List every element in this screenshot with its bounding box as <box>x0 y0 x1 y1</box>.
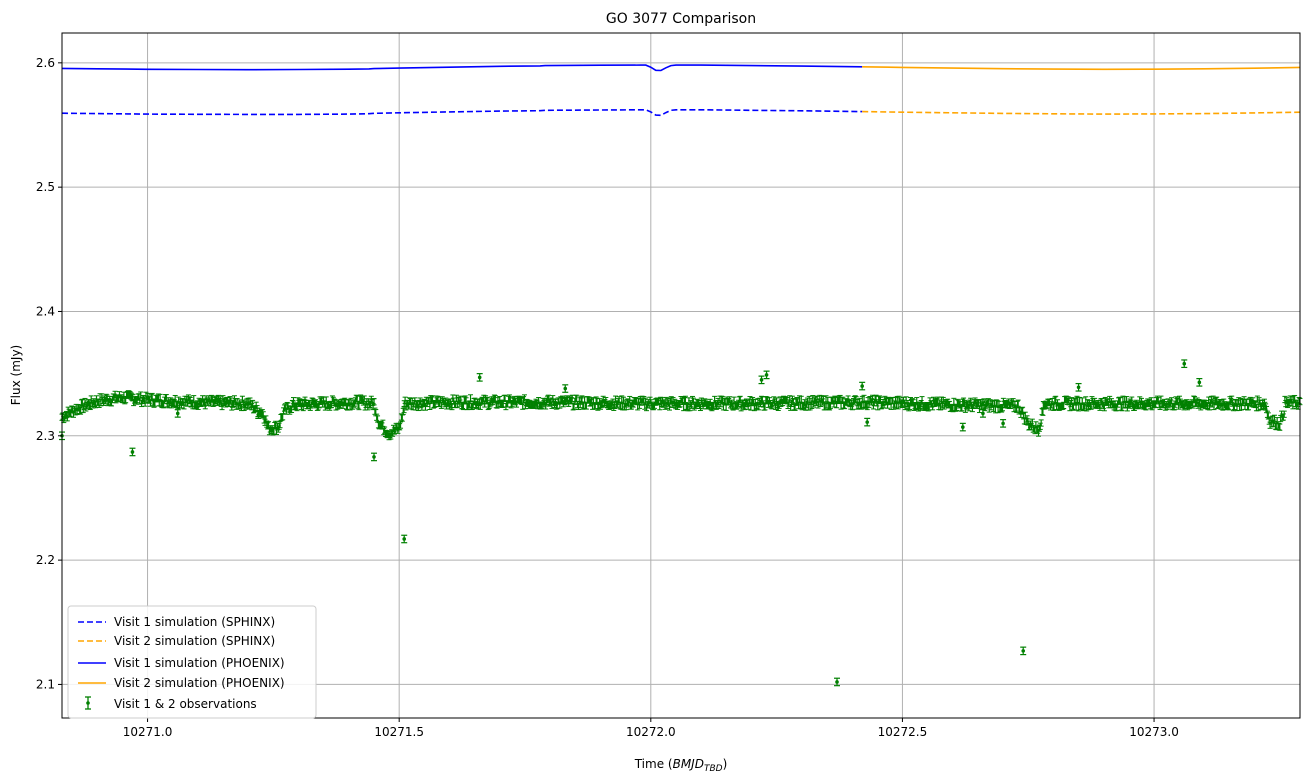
x-axis-label: Time (BMJDTBD) <box>634 757 728 774</box>
series-line-0 <box>61 109 863 117</box>
observation-outlier-point <box>835 680 839 684</box>
y-tick-label: 2.5 <box>36 180 55 194</box>
observation-outlier-point <box>563 386 568 391</box>
observation-outlier-point <box>1001 421 1005 426</box>
observation-outlier-point <box>865 420 870 424</box>
observation-outlier-point <box>130 450 135 454</box>
legend-label-visit2-phoenix: Visit 2 simulation (PHOENIX) <box>114 676 285 690</box>
observation-outlier-point <box>860 384 864 388</box>
y-tick-label: 2.3 <box>36 429 55 443</box>
legend-label-visit1-sphinx: Visit 1 simulation (SPHINX) <box>114 615 275 629</box>
y-tick-label: 2.2 <box>36 553 55 567</box>
observation-outlier-point <box>1197 380 1202 385</box>
legend-label-visit1-phoenix: Visit 1 simulation (PHOENIX) <box>114 656 285 670</box>
observation-outlier-point <box>1182 361 1187 366</box>
series-line-3 <box>862 66 1301 71</box>
observation-outlier-point <box>372 455 376 459</box>
observation-outlier-point <box>961 425 965 429</box>
observation-outlier-point <box>402 537 407 541</box>
y-tick-label: 2.4 <box>36 304 55 318</box>
series-line-2 <box>61 64 863 72</box>
observation-outlier-point <box>1021 649 1026 653</box>
observation-outlier-point <box>256 412 261 417</box>
x-tick-label: 10272.5 <box>878 725 928 739</box>
y-axis-label: Flux (mJy) <box>9 345 23 405</box>
y-axis: 2.1 2.2 2.3 2.4 2.5 2.6 <box>36 56 62 691</box>
x-tick-label: 10271.0 <box>123 725 173 739</box>
x-tick-label: 10273.0 <box>1129 725 1179 739</box>
observation-outlier-point <box>175 411 180 416</box>
legend-label-observations: Visit 1 & 2 observations <box>114 697 257 711</box>
legend-box <box>67 605 317 719</box>
x-tick-label: 10271.5 <box>374 725 424 739</box>
x-tick-label: 10272.0 <box>626 725 676 739</box>
plot-frame <box>61 32 1301 719</box>
series-line-1 <box>862 110 1301 115</box>
series-layer <box>61 64 1301 117</box>
observation-outlier-point <box>981 411 985 416</box>
observations-layer <box>59 359 1303 687</box>
observation-outlier-point <box>764 373 769 377</box>
observation-outlier-point <box>477 375 482 380</box>
legend: Visit 1 simulation (SPHINX) Visit 2 simu… <box>67 605 317 719</box>
observation-outlier-point <box>1076 385 1081 390</box>
x-axis: 10271.0 10271.5 10272.0 10272.5 10273.0 <box>123 718 1179 739</box>
chart-title: GO 3077 Comparison <box>606 11 756 27</box>
legend-swatch-observations <box>85 696 91 710</box>
y-tick-label: 2.1 <box>36 677 55 691</box>
observation-outlier-point <box>759 378 764 382</box>
y-tick-label: 2.6 <box>36 56 55 70</box>
legend-label-visit2-sphinx: Visit 2 simulation (SPHINX) <box>114 634 275 648</box>
